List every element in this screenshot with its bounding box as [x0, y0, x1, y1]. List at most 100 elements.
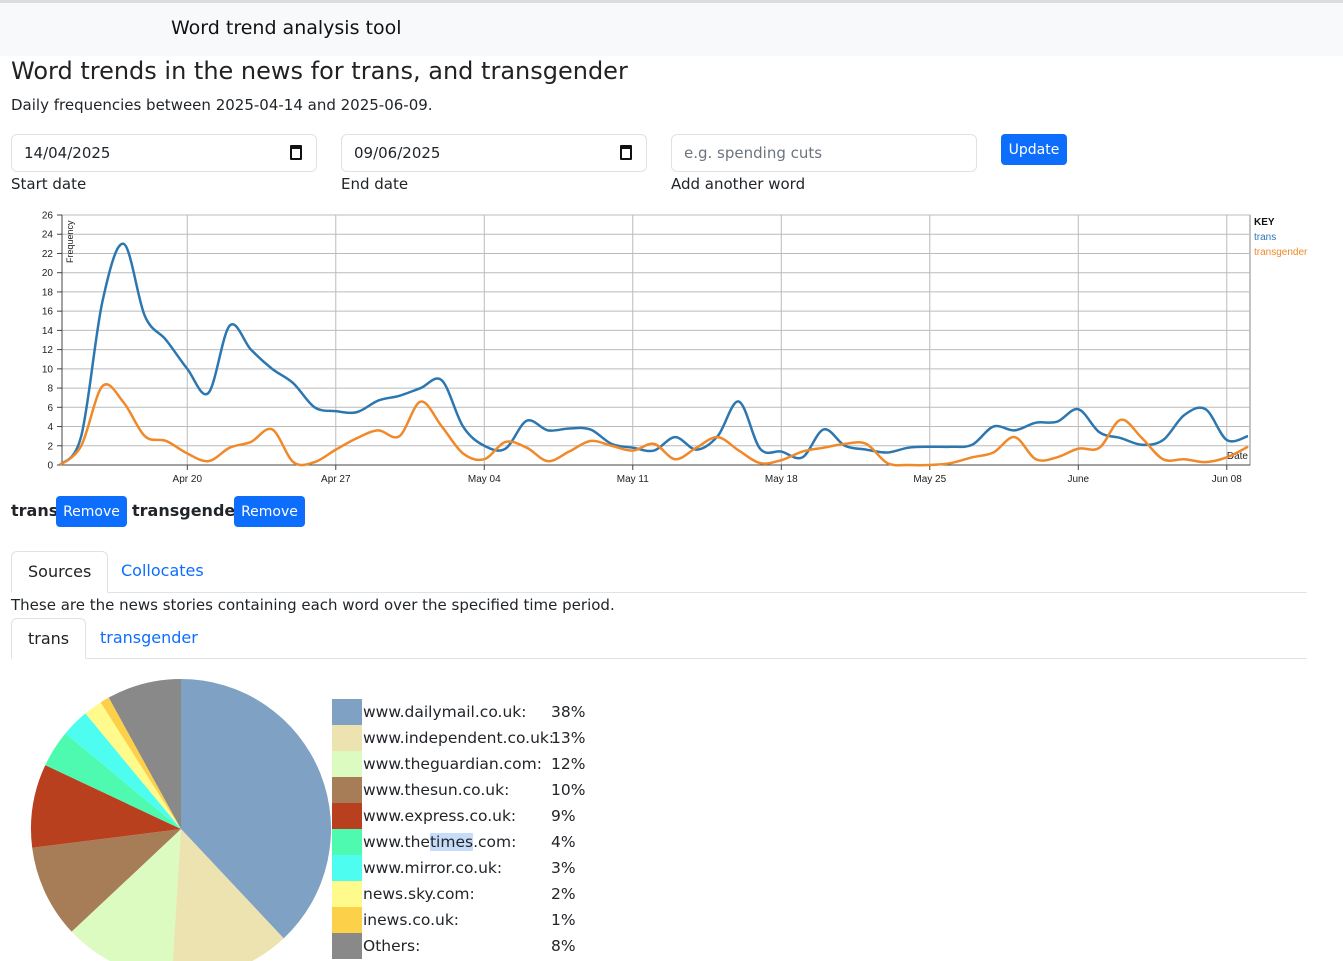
app-title[interactable]: Word trend analysis tool — [171, 17, 402, 39]
x-tick-label: June — [1067, 474, 1089, 485]
tab-word-transgender[interactable]: transgender — [100, 628, 198, 647]
legend-swatch — [332, 725, 362, 751]
legend-item-trans: trans — [1254, 232, 1276, 243]
legend-source-label: www.thetimes.com: — [363, 833, 517, 851]
y-tick-label: 26 — [42, 211, 54, 222]
pie-slice — [71, 829, 181, 961]
end-date-value: 09/06/2025 — [354, 144, 441, 162]
legend-swatch — [332, 803, 362, 829]
x-tick-label: May 11 — [617, 474, 649, 485]
x-tick-label: Apr 27 — [321, 474, 351, 485]
top-border — [0, 0, 1343, 3]
legend-percent: 12% — [551, 755, 586, 773]
sources-description: These are the news stories containing ea… — [11, 596, 615, 614]
legend-source-label: www.mirror.co.uk: — [363, 859, 503, 877]
page-title: Word trends in the news for trans, and t… — [11, 57, 628, 85]
add-word-placeholder: e.g. spending cuts — [684, 144, 823, 162]
page-subtitle: Daily frequencies between 2025-04-14 and… — [11, 96, 433, 114]
x-tick-label: May 18 — [765, 474, 798, 485]
legend-title: KEY — [1254, 217, 1275, 228]
series-line-transgender — [59, 383, 1249, 467]
start-date-value: 14/04/2025 — [24, 144, 111, 162]
legend-source-label: www.thesun.co.uk: — [363, 781, 510, 799]
legend-source-label: news.sky.com: — [363, 885, 475, 903]
sources-pie-chart — [31, 679, 332, 961]
legend-source-label: www.express.co.uk: — [363, 807, 517, 825]
legend-source-label: inews.co.uk: — [363, 911, 460, 929]
tab-divider — [11, 658, 1307, 659]
tab-word-trans[interactable]: trans — [11, 618, 87, 659]
calendar-icon[interactable] — [620, 145, 632, 160]
y-tick-label: 22 — [42, 249, 54, 260]
pie-slice — [85, 702, 181, 829]
y-tick-label: 6 — [47, 403, 53, 414]
legend-swatch — [332, 933, 362, 959]
y-tick-label: 12 — [42, 345, 54, 356]
series-line-trans — [58, 242, 1249, 466]
legend-percent: 4% — [551, 833, 576, 851]
word-chip-label: trans — [11, 501, 59, 520]
pie-slice — [45, 733, 182, 829]
navbar: Word trend analysis tool — [0, 3, 1343, 56]
legend-item-transgender: transgender — [1254, 247, 1308, 258]
y-tick-label: 4 — [47, 422, 53, 433]
start-date-input[interactable]: 14/04/2025 — [11, 134, 317, 172]
calendar-icon[interactable] — [290, 145, 302, 160]
y-tick-label: 16 — [42, 307, 54, 318]
x-tick-label: May 04 — [468, 474, 501, 485]
legend-source-label: www.dailymail.co.uk: — [363, 703, 527, 721]
end-date-label: End date — [341, 175, 409, 193]
legend-percent: 3% — [551, 859, 576, 877]
x-tick-label: May 25 — [913, 474, 946, 485]
legend-swatch — [332, 829, 362, 855]
y-tick-label: 24 — [42, 230, 54, 241]
word-chip-label: transgender — [132, 501, 244, 520]
y-tick-label: 20 — [42, 268, 54, 279]
start-date-label: Start date — [11, 175, 87, 193]
legend-swatch — [332, 881, 362, 907]
legend-swatch — [332, 907, 362, 933]
add-word-input[interactable]: e.g. spending cuts — [671, 134, 977, 172]
end-date-input[interactable]: 09/06/2025 — [341, 134, 647, 172]
pie-slice — [172, 829, 284, 961]
legend-source-label: www.independent.co.uk: — [363, 729, 555, 747]
pie-slice — [32, 829, 181, 932]
legend-percent: 2% — [551, 885, 576, 903]
x-tick-label: Apr 20 — [173, 474, 203, 485]
y-axis-label: Frequency — [65, 220, 75, 263]
legend-percent: 9% — [551, 807, 576, 825]
legend-swatch — [332, 777, 362, 803]
tab-sources[interactable]: Sources — [11, 551, 109, 593]
legend-percent: 10% — [551, 781, 586, 799]
y-tick-label: 0 — [47, 461, 53, 472]
remove-transgender-button[interactable]: Remove — [234, 496, 305, 527]
y-tick-label: 10 — [42, 364, 54, 375]
legend-percent: 13% — [551, 729, 586, 747]
pie-slice — [65, 713, 181, 829]
legend-percent: 1% — [551, 911, 576, 929]
remove-trans-button[interactable]: Remove — [56, 496, 127, 527]
pie-slice — [31, 765, 182, 848]
x-axis-label: Date — [1227, 451, 1249, 462]
y-tick-label: 14 — [42, 326, 54, 337]
pie-slice — [181, 679, 332, 939]
legend-swatch — [332, 751, 362, 777]
x-tick-label: Jun 08 — [1212, 474, 1242, 485]
tab-divider — [11, 592, 1307, 593]
legend-percent: 8% — [551, 937, 576, 955]
legend-source-label: Others: — [363, 937, 421, 955]
update-button[interactable]: Update — [1001, 134, 1067, 165]
y-tick-label: 2 — [47, 441, 53, 452]
legend-swatch — [332, 699, 362, 725]
legend-source-label: www.theguardian.com: — [363, 755, 542, 773]
add-word-label: Add another word — [671, 175, 806, 193]
pie-slice — [100, 697, 181, 829]
legend-percent: 38% — [551, 703, 586, 721]
y-tick-label: 18 — [42, 287, 54, 298]
y-tick-label: 8 — [47, 384, 53, 395]
pie-slice — [108, 679, 181, 829]
legend-swatch — [332, 855, 362, 881]
plot-frame — [61, 214, 1251, 466]
tab-collocates[interactable]: Collocates — [121, 561, 204, 580]
